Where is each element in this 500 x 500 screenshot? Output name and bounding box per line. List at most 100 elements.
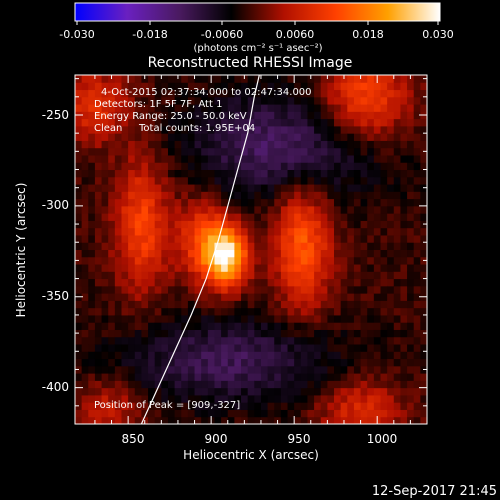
heatmap-cell — [400, 278, 408, 287]
heatmap-cell — [194, 118, 202, 127]
heatmap-cell — [141, 205, 149, 214]
heatmap-cell — [194, 104, 202, 112]
heatmap-cell — [353, 351, 362, 360]
heatmap-cell — [128, 256, 136, 265]
heatmap-cell — [207, 154, 215, 163]
heatmap-cell — [327, 213, 335, 221]
heatmap-cell — [94, 380, 103, 389]
heatmap-cell — [340, 307, 348, 316]
heatmap-cell — [114, 358, 122, 367]
heatmap-cell — [260, 133, 269, 141]
heatmap-cell — [187, 300, 196, 309]
heatmap-cell — [114, 344, 122, 352]
heatmap-cell — [234, 176, 242, 185]
heatmap-cell — [400, 118, 408, 127]
heatmap-cell — [201, 380, 209, 389]
heatmap-cell — [347, 242, 355, 250]
heatmap-cell — [380, 293, 388, 301]
heatmap-cell — [161, 278, 169, 287]
heatmap-cell — [387, 373, 395, 381]
heatmap-cell — [294, 329, 302, 338]
heatmap-cell — [387, 329, 395, 338]
heatmap-cell — [207, 373, 215, 381]
heatmap-cell — [108, 336, 116, 345]
heatmap-cell — [334, 133, 342, 141]
heatmap-cell — [227, 293, 235, 301]
heatmap-cell — [108, 256, 116, 265]
heatmap-cell — [320, 234, 328, 243]
heatmap-cell — [267, 227, 275, 236]
heatmap-cell — [387, 380, 395, 389]
heatmap-cell — [320, 89, 328, 98]
heatmap-cell — [234, 198, 242, 207]
heatmap-cell — [294, 256, 302, 265]
heatmap-cell — [141, 125, 149, 134]
heatmap-cell — [407, 104, 415, 112]
heatmap-cell — [373, 227, 382, 236]
heatmap-cell — [280, 184, 289, 192]
heatmap-cell — [294, 336, 302, 345]
heatmap-cell — [280, 213, 289, 221]
heatmap-cell — [154, 373, 162, 381]
heatmap-cell — [161, 198, 169, 207]
heatmap-cell — [154, 409, 162, 418]
heatmap-cell — [267, 373, 275, 381]
heatmap-cell — [134, 227, 142, 236]
heatmap-cell — [400, 96, 408, 105]
heatmap-cell — [420, 285, 427, 294]
heatmap-cell — [254, 191, 262, 200]
heatmap-cell — [294, 191, 302, 200]
heatmap-cell — [241, 278, 249, 287]
heatmap-cell — [274, 176, 282, 185]
heatmap-cell — [194, 351, 202, 360]
y-tick-labels: -250 -300 -350 -400 — [42, 108, 69, 394]
heatmap-cell — [267, 205, 275, 214]
heatmap-cell — [334, 147, 342, 156]
heatmap-cell — [260, 162, 269, 171]
heatmap-cell — [274, 154, 282, 163]
heatmap-cell — [114, 162, 122, 171]
heatmap-cell — [260, 184, 269, 192]
heatmap-cell — [373, 242, 382, 250]
heatmap-cell — [161, 169, 169, 178]
heatmap-cell — [373, 191, 382, 200]
heatmap-cell — [353, 256, 362, 265]
heatmap-cell — [241, 365, 249, 374]
heatmap-cell — [121, 118, 129, 127]
heatmap-cell — [260, 358, 269, 367]
heatmap-cell — [207, 380, 215, 389]
heatmap-cell — [88, 416, 96, 424]
heatmap-cell — [234, 154, 242, 163]
heatmap-cell — [413, 336, 421, 345]
heatmap-cell — [94, 365, 103, 374]
heatmap-cell — [141, 380, 149, 389]
heatmap-cell — [121, 111, 129, 120]
heatmap-cell — [88, 89, 96, 98]
heatmap-cell — [214, 184, 222, 192]
heatmap-cell — [274, 264, 282, 272]
heatmap-cell — [154, 89, 162, 98]
heatmap-cell — [400, 198, 408, 207]
heatmap-cell — [241, 242, 249, 250]
heatmap-cell — [274, 351, 282, 360]
heatmap-cell — [393, 322, 401, 330]
heatmap-cell — [241, 205, 249, 214]
heatmap-cell — [353, 162, 362, 171]
heatmap-cell — [121, 191, 129, 200]
heatmap-cell — [75, 140, 83, 149]
heatmap-cell — [167, 329, 176, 338]
heatmap-cell — [300, 89, 308, 98]
heatmap-cell — [141, 256, 149, 265]
heatmap-cell — [387, 264, 395, 272]
heatmap-cell — [353, 394, 362, 403]
heatmap-cell — [114, 213, 122, 221]
heatmap-cell — [128, 365, 136, 374]
heatmap-cell — [174, 402, 182, 410]
heatmap-cell — [400, 314, 408, 323]
heatmap-cell — [201, 402, 209, 410]
heatmap-cell — [94, 234, 103, 243]
heatmap-cell — [340, 409, 348, 418]
heatmap-cell — [367, 322, 375, 330]
heatmap-cell — [121, 365, 129, 374]
heatmap-cell — [254, 285, 262, 294]
